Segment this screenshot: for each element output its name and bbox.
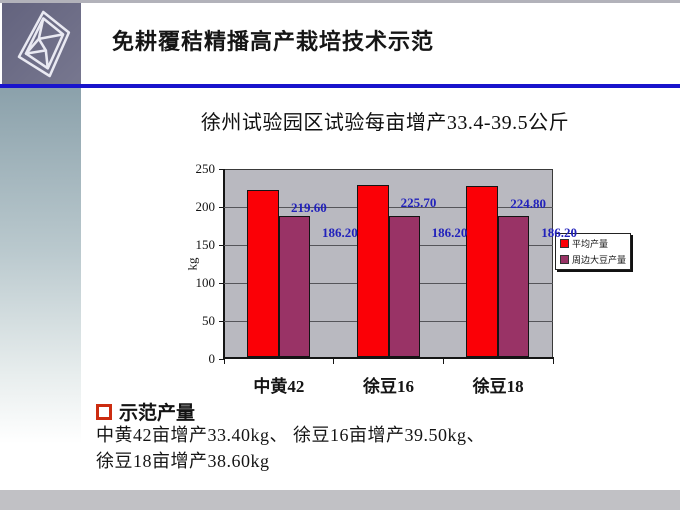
bar-series0-徐豆18 — [466, 186, 499, 357]
y-tick-label: 250 — [195, 161, 216, 176]
notes-line: 中黄42亩增产33.40kg、 徐豆16亩增产39.50kg、 — [96, 425, 485, 445]
x-axis-tick — [333, 359, 335, 364]
accent-line — [0, 84, 680, 88]
y-axis-tick — [219, 244, 224, 246]
footer-bar — [0, 490, 680, 510]
legend-swatch-icon — [560, 239, 569, 248]
slide-title: 免耕覆秸精播高产栽培技术示范 — [112, 29, 435, 54]
bar-series0-中黄42 — [246, 190, 279, 357]
legend-label: 平均产量 — [572, 239, 609, 249]
y-axis-tick — [219, 282, 224, 284]
y-tick-label: 100 — [195, 275, 216, 290]
category-label: 徐豆16 — [363, 377, 414, 396]
x-axis-line — [223, 357, 554, 359]
legend-row: 周边大豆产量 — [560, 253, 626, 266]
y-axis-tick — [219, 206, 224, 208]
y-tick-label: 150 — [195, 237, 216, 252]
notes-line: 徐豆18亩增产38.60kg — [96, 451, 270, 471]
legend-label: 周边大豆产量 — [572, 255, 627, 265]
folded-diamond-icon — [17, 10, 71, 78]
y-axis-tick — [219, 320, 224, 322]
bar-series1-徐豆18 — [498, 215, 530, 357]
y-tick-label: 50 — [202, 313, 215, 328]
data-label: 225.70 — [400, 195, 437, 211]
data-label: 224.80 — [510, 196, 547, 212]
category-label: 徐豆18 — [472, 377, 524, 396]
chart-title: 徐州试验园区试验每亩增产33.4-39.5公斤 — [200, 112, 570, 134]
notes-heading-row: 示范产量 — [96, 398, 195, 425]
grid-line — [224, 207, 553, 208]
y-axis-tick — [219, 168, 224, 170]
bar-series0-徐豆16 — [356, 185, 389, 357]
x-axis-tick — [223, 359, 225, 364]
y-tick-label: 200 — [195, 199, 216, 214]
data-label: 186.20 — [431, 225, 468, 241]
left-gradient-panel — [0, 88, 81, 444]
data-label: 219.60 — [290, 200, 327, 216]
legend: 平均产量周边大豆产量 — [555, 233, 632, 270]
y-axis-tick — [219, 358, 224, 360]
bullet-square-icon — [96, 403, 112, 420]
y-axis-label: kg — [184, 257, 200, 271]
bar-series1-中黄42 — [278, 215, 310, 357]
x-axis-tick — [442, 359, 444, 364]
logo — [2, 3, 81, 84]
bar-series1-徐豆16 — [388, 215, 420, 357]
y-axis-line — [223, 169, 225, 360]
legend-row: 平均产量 — [560, 237, 626, 250]
legend-swatch-icon — [560, 255, 569, 264]
data-label: 186.20 — [541, 225, 578, 241]
bar-chart: kg 平均产量周边大豆产量 0 50 100 150 200 250 中黄42 219.60 1… — [185, 161, 632, 396]
y-tick-label: 0 — [208, 351, 216, 366]
data-label: 186.20 — [321, 225, 358, 241]
category-label: 中黄42 — [253, 377, 305, 396]
top-edge-strip — [0, 0, 680, 3]
notes-heading: 示范产量 — [119, 403, 196, 424]
x-axis-tick — [552, 359, 554, 364]
